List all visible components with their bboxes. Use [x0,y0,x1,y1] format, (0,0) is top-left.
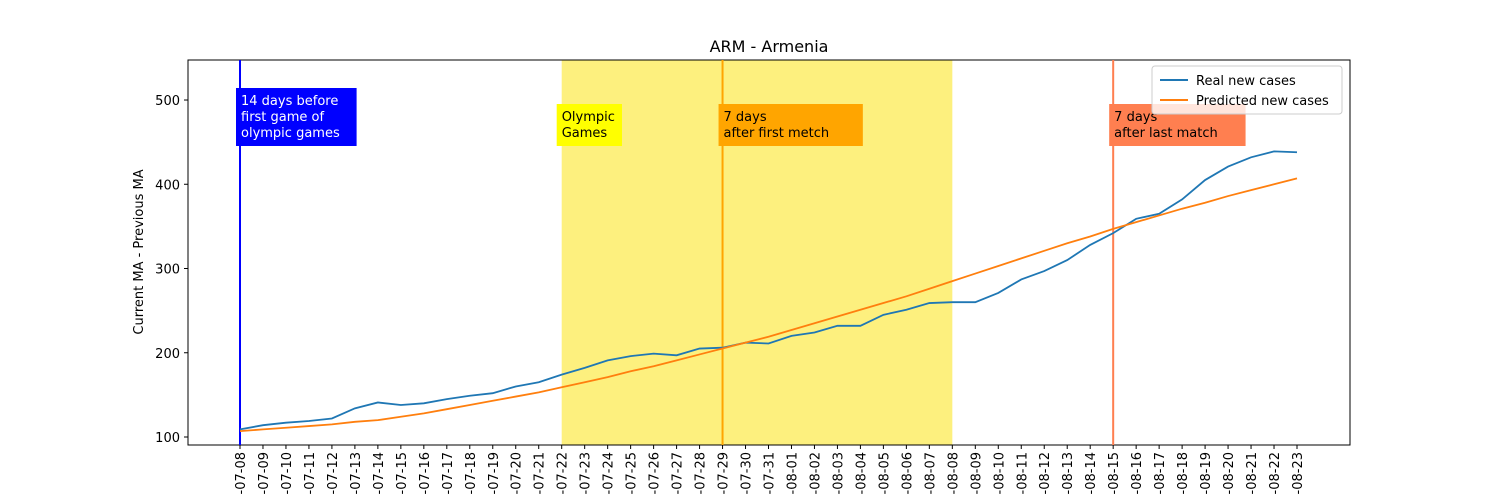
legend-label: Real new cases [1196,74,1296,89]
annotation-text: 14 days before [241,94,338,109]
annotation-text: 7 days [724,110,767,125]
y-tick-label: 200 [155,347,180,362]
x-tick-label: -08-02 [808,452,823,494]
x-tick-label: -07-13 [349,452,364,494]
x-tick-label: -08-20 [1222,452,1237,494]
x-tick-label: -08-14 [1084,452,1099,494]
x-tick-label: -08-23 [1291,452,1306,494]
x-tick-label: -08-10 [992,452,1007,494]
x-tick-label: -07-25 [625,452,640,494]
x-tick-label: -08-04 [854,452,869,494]
x-tick-label: -08-03 [831,452,846,494]
x-tick-label: -07-26 [648,452,663,494]
data-line [239,177,1298,432]
x-tick-label: -08-18 [1176,452,1191,494]
x-tick-label: -08-08 [946,452,961,494]
x-tick-label: -07-28 [694,452,709,494]
x-tick-label: -07-11 [303,452,318,494]
x-tick-label: -07-17 [441,452,456,494]
chart-title: ARM - Armenia [710,37,829,56]
x-tick-label: -08-13 [1061,452,1076,494]
annotation-text: olympic games [241,126,340,141]
x-tick-label: -08-07 [923,452,938,494]
x-tick-label: -07-19 [487,452,502,494]
x-tick-label: -07-18 [464,452,479,494]
annotation-text: 7 days [1114,110,1157,125]
x-tick-label: -07-16 [418,452,433,494]
x-tick-label: -08-16 [1130,452,1145,494]
y-tick-label: 300 [155,263,180,278]
annotation-text: after last match [1114,126,1218,141]
x-tick-label: -08-05 [877,452,892,494]
x-tick-label: -08-22 [1268,452,1283,494]
annotation-text: Games [562,126,608,141]
y-tick-label: 400 [155,178,180,193]
x-tick-label: -07-08 [234,452,249,494]
x-tick-label: -07-31 [763,452,778,494]
x-tick-label: -08-09 [969,452,984,494]
x-tick-label: -07-12 [326,452,341,494]
x-tick-label: -07-15 [395,452,410,494]
x-tick-label: -07-23 [579,452,594,494]
legend-box [1151,65,1343,115]
x-tick-label: -07-29 [717,452,732,494]
y-tick-label: 500 [155,94,180,109]
x-tick-label: -07-10 [280,452,295,494]
y-axis-label: Current MA - Previous MA [132,169,147,334]
legend-label: Predicted new cases [1196,94,1329,109]
x-tick-label: -07-30 [740,452,755,494]
annotation-box [236,88,357,146]
x-tick-label: -07-09 [257,452,272,494]
x-tick-label: -07-27 [671,452,686,494]
x-tick-label: -08-17 [1153,452,1168,494]
annotation-box [718,104,863,146]
x-tick-label: -07-14 [372,452,387,494]
x-tick-label: -07-21 [533,452,548,494]
x-tick-label: -08-21 [1245,452,1260,494]
x-tick-label: -07-22 [556,452,571,494]
x-tick-label: -07-24 [602,452,617,494]
x-tick-label: -08-12 [1038,452,1053,494]
x-tick-label: -08-01 [785,452,800,494]
annotation-box [556,104,622,146]
x-tick-label: -08-11 [1015,452,1030,494]
annotation-text: first game of [241,110,325,125]
y-tick-label: 100 [155,431,180,446]
x-tick-label: -07-20 [510,452,525,494]
data-line [239,150,1298,431]
annotation-text: after first metch [724,126,830,141]
x-tick-label: -08-15 [1107,452,1122,494]
x-tick-label: -08-06 [900,452,915,494]
x-tick-label: -08-19 [1199,452,1214,494]
annotation-text: Olympic [562,110,615,125]
